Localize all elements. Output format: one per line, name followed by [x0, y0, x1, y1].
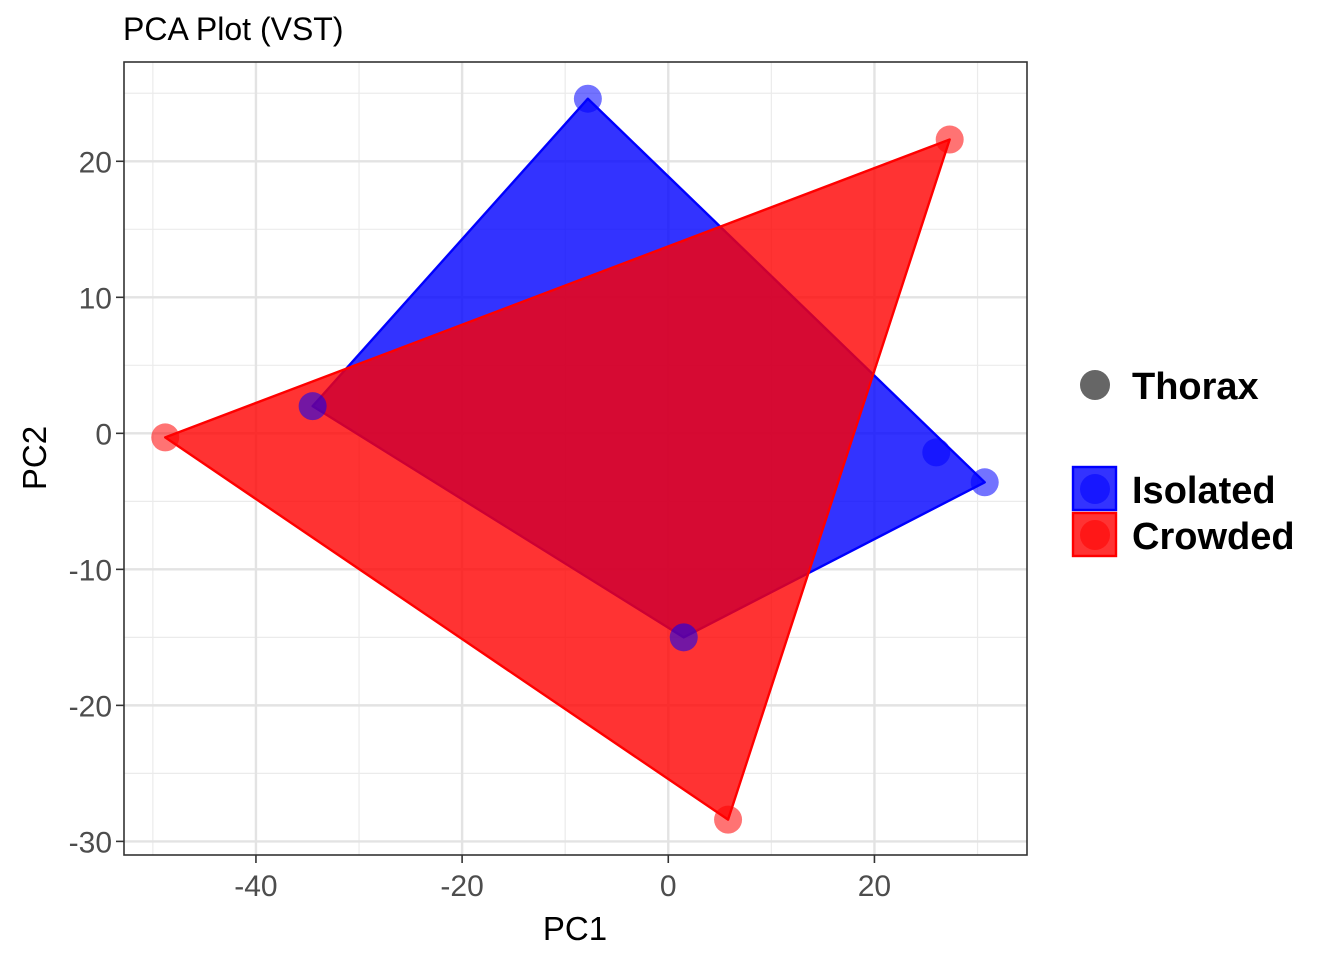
plot-area — [123, 61, 1028, 856]
x-axis-ticks: -40 -20 0 20 — [234, 855, 891, 903]
data-point-isolated — [573, 84, 602, 113]
y-tick-label: -10 — [69, 554, 112, 587]
y-tick-label: 10 — [79, 282, 112, 315]
data-point-crowded — [935, 125, 964, 154]
data-point-crowded — [714, 805, 743, 834]
y-axis-title: PC2 — [16, 426, 53, 490]
data-point-crowded — [151, 423, 180, 452]
data-point-isolated — [922, 438, 951, 467]
x-tick-label: 0 — [660, 870, 677, 903]
y-tick-label: 20 — [79, 146, 112, 179]
data-point-isolated — [970, 468, 999, 497]
data-point-isolated — [669, 623, 698, 652]
chart-title: PCA Plot (VST) — [123, 11, 344, 47]
legend-key-point — [1080, 520, 1110, 550]
legend-label-series: Isolated — [1132, 470, 1276, 512]
x-tick-label: -40 — [234, 870, 277, 903]
legend-label-series: Crowded — [1132, 516, 1295, 558]
y-tick-label: 0 — [95, 418, 112, 451]
x-axis-title: PC1 — [543, 910, 607, 947]
y-tick-label: -20 — [69, 690, 112, 723]
hull-crowded — [164, 138, 951, 821]
legend-key-shape — [1080, 370, 1110, 400]
plot-border — [123, 61, 1028, 856]
legend-label-shape: Thorax — [1132, 366, 1259, 408]
x-tick-label: 20 — [858, 870, 891, 903]
data-point-isolated — [298, 392, 327, 421]
y-tick-label: -30 — [69, 826, 112, 859]
y-axis-ticks: -30 -20 -10 0 10 20 — [69, 146, 124, 859]
legend-key-point — [1080, 474, 1110, 504]
x-tick-label: -20 — [440, 870, 483, 903]
